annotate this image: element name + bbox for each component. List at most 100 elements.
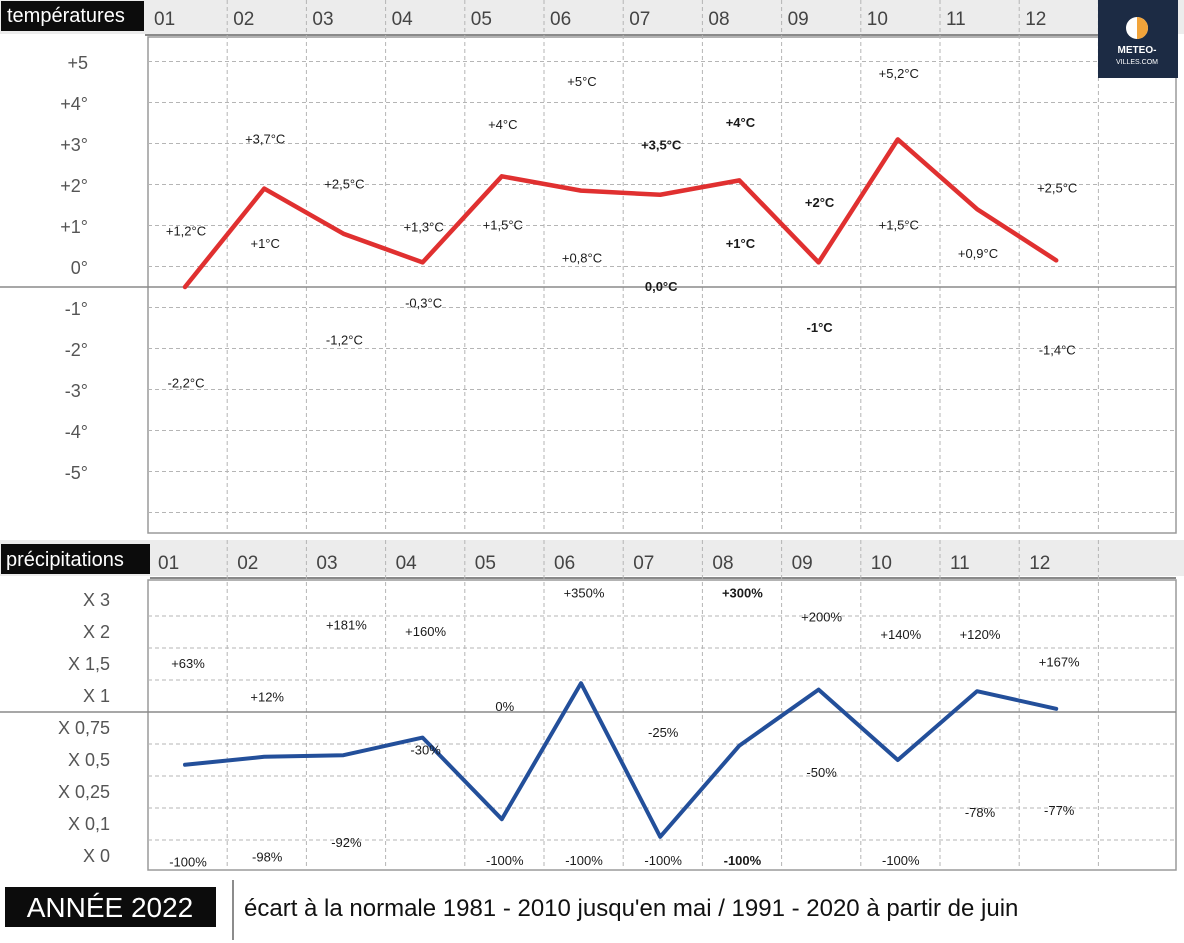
temperature-y-tick: -1° [65,299,88,319]
precipitation-y-tick: X 0,75 [58,718,110,738]
temperature-data-label: -1°C [807,320,834,335]
temperature-y-tick: 0° [71,258,88,278]
temperature-month-label: 02 [233,9,254,30]
precipitation-data-label: -100% [644,853,682,868]
precipitation-data-label: +167% [1039,654,1080,669]
precipitation-y-tick: X 0,5 [68,750,110,770]
temperature-data-label: +2,5°C [1037,181,1077,196]
temperature-y-tick: -2° [65,340,88,360]
precipitation-y-tick: X 1,5 [68,654,110,674]
precipitation-data-label: +181% [326,618,367,633]
precipitation-y-tick: X 1 [83,686,110,706]
precipitation-annotations: +63% -100% +12% -98% +181% -92% +160% -30% 0% -10… [169,586,1080,870]
temperature-data-label: +4°C [488,117,517,132]
temperature-frame [147,36,1177,534]
temperature-y-tick: +2° [60,176,88,196]
temperature-data-label: -2,2°C [168,375,205,390]
precipitation-month-label: 09 [792,553,813,574]
precipitation-title: précipitations [6,549,124,571]
precipitation-data-label: -100% [169,854,207,869]
logo-sub: VILLES.COM [1116,59,1158,66]
temperature-annotations: +1,2°C -2,2°C +3,7°C +1°C +2,5°C -1,2°C +1,3°C… [166,66,1077,391]
temperature-month-labels: 01 02 03 04 05 06 07 08 09 10 11 12 [154,9,1046,30]
precipitation-month-labels: 01 02 03 04 05 06 07 08 09 10 11 12 [158,553,1050,574]
temperature-data-label: +1,2°C [166,224,206,239]
temperature-month-label: 01 [154,9,175,30]
temperature-month-label: 11 [946,9,966,30]
precipitation-data-label: +12% [250,690,284,705]
precipitation-data-label: -100% [882,853,920,868]
temperature-y-tick: +3° [60,135,88,155]
temperature-series-line [182,137,1059,290]
precipitation-data-label: +200% [801,610,842,625]
precipitation-data-label: -77% [1044,803,1075,818]
precipitation-data-label: +140% [880,627,921,642]
precipitation-data-label: -50% [806,765,837,780]
temperature-title-box [1,1,144,31]
temperature-data-label: +1,5°C [879,218,919,233]
precipitation-data-label: -98% [252,850,283,865]
temperature-month-label: 04 [392,9,414,30]
precipitation-y-tick: X 0,25 [58,782,110,802]
precipitation-month-label: 10 [871,553,892,574]
temperature-data-label: +3,7°C [245,131,285,146]
precipitation-data-label: -30% [410,742,441,757]
temperature-data-label: +0,9°C [958,246,998,261]
precipitation-month-label: 02 [237,553,258,574]
precipitation-title-box [1,544,150,574]
temperature-data-label: +1,3°C [403,220,443,235]
temperature-data-label: +2°C [805,195,835,210]
temperature-y-tick: +4° [60,94,88,114]
temperature-data-label: +1°C [726,236,756,251]
precipitation-y-tick: X 3 [83,590,110,610]
precipitation-y-tick: X 0 [83,846,110,866]
precipitation-y-ticks: X 3 X 2 X 1,5 X 1 X 0,75 X 0,5 X 0,25 X 0,1 X 0 [58,590,110,866]
precipitation-grid [0,540,1177,871]
temperature-y-tick: -4° [65,422,88,442]
precipitation-data-label: +300% [722,586,763,601]
precipitation-series-line [183,681,1059,839]
temperature-data-label: -1,2°C [326,332,363,347]
temperature-data-label: +5,2°C [879,66,919,81]
precipitation-month-label: 03 [316,553,337,574]
precipitation-month-label: 08 [712,553,733,574]
temperature-data-label: -1,4°C [1039,343,1076,358]
year-box [5,887,216,927]
temperature-data-label: +1,5°C [483,218,523,233]
temperature-data-label: +2,5°C [324,177,364,192]
temperature-data-label: +5°C [567,74,596,89]
precipitation-data-label: -100% [724,853,762,868]
precipitation-y-tick: X 2 [83,622,110,642]
precipitation-data-label: -100% [486,853,524,868]
precipitation-frame [147,579,1177,871]
temperature-month-label: 06 [550,9,571,30]
precipitation-month-label: 07 [633,553,654,574]
temperature-data-label: -0,3°C [405,295,442,310]
temperature-month-label: 10 [867,9,888,30]
temperature-month-label: 09 [788,9,809,30]
precipitation-month-label: 01 [158,553,179,574]
precipitation-month-label: 11 [950,553,970,574]
temperature-header-band [0,0,1184,34]
logo-name: METEO- [1118,45,1157,56]
temperature-y-tick: +5 [67,53,88,73]
temperature-title: températures [7,5,125,27]
precipitation-month-label: 12 [1029,553,1050,574]
temperature-data-label: +1°C [250,236,279,251]
temperature-month-label: 05 [471,9,492,30]
temperature-data-label: +0,8°C [562,250,602,265]
temperature-month-label: 07 [629,9,650,30]
temperature-y-tick: -5° [65,463,88,483]
precipitation-data-label: -100% [565,853,603,868]
precipitation-data-label: +120% [960,627,1001,642]
meteo-villes-logo [1098,0,1178,78]
precipitation-data-label: +350% [564,586,605,601]
precipitation-data-label: 0% [495,699,514,714]
temperature-month-label: 03 [312,9,333,30]
precipitation-data-label: -92% [331,835,362,850]
temperature-month-label: 12 [1025,9,1046,30]
precipitation-y-tick: X 0,1 [68,814,110,834]
precipitation-month-label: 04 [396,553,418,574]
precipitation-header-band [0,540,1184,576]
